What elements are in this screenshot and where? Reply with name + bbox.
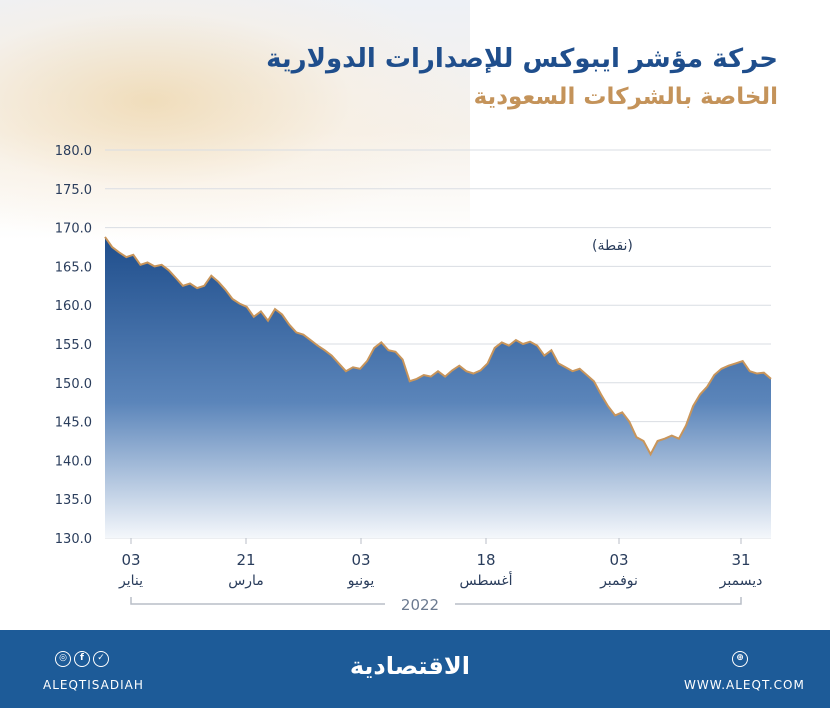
year-bracket: 2022 bbox=[130, 596, 742, 614]
x-tick-day: 21 bbox=[236, 551, 255, 569]
instagram-icon[interactable]: ◎ bbox=[55, 651, 71, 667]
x-tick-month: يونيو bbox=[347, 573, 375, 589]
x-tick-month: نوفمبر bbox=[599, 573, 638, 589]
chart-title: حركة مؤشر ايبوكس للإصدارات الدولارية bbox=[266, 44, 778, 74]
x-tick-month: أغسطس bbox=[459, 571, 512, 589]
x-tick-month: ديسمبر bbox=[719, 573, 763, 589]
x-axis: 03 يناير 21 مارس 03 يونيو 18 أغسطس 03 نوفمبر 31 ديس… bbox=[118, 538, 762, 589]
y-tick-label: 160.0 bbox=[55, 299, 92, 314]
x-tick-day: 18 bbox=[476, 551, 495, 569]
chart: 130.0 135.0 140.0 145.0 150.0 155.0 160.0 165.0… bbox=[55, 144, 772, 614]
year-label: 2022 bbox=[401, 596, 439, 614]
year-bracket-line bbox=[130, 597, 742, 605]
y-tick-label: 145.0 bbox=[55, 416, 92, 431]
y-tick-label: 130.0 bbox=[55, 532, 92, 547]
social-handle[interactable]: ALEQTISADIAH bbox=[43, 678, 144, 692]
y-tick-label: 170.0 bbox=[55, 222, 92, 237]
brand-logo: الاقتصادية bbox=[349, 652, 470, 680]
unit-label: (نقطة) bbox=[592, 238, 633, 254]
y-tick-label: 165.0 bbox=[55, 260, 92, 275]
header-photo bbox=[0, 0, 470, 240]
twitter-icon[interactable]: ✓ bbox=[93, 651, 109, 667]
y-tick-label: 135.0 bbox=[55, 493, 92, 508]
y-tick-label: 175.0 bbox=[55, 183, 92, 198]
y-tick-label: 140.0 bbox=[55, 454, 92, 469]
x-tick-day: 03 bbox=[351, 551, 370, 569]
footer: ◎ f ✓ ALEQTISADIAH الاقتصادية ⊕ WWW.ALEQ… bbox=[0, 630, 830, 708]
x-tick-day: 31 bbox=[731, 551, 750, 569]
area-series bbox=[105, 236, 771, 538]
facebook-icon[interactable]: f bbox=[74, 651, 90, 667]
social-icons: ◎ f ✓ bbox=[55, 651, 109, 667]
y-tick-label: 150.0 bbox=[55, 377, 92, 392]
y-axis: 130.0 135.0 140.0 145.0 150.0 155.0 160.0 165.0… bbox=[55, 144, 92, 547]
y-tick-label: 180.0 bbox=[55, 144, 92, 159]
x-tick-month: يناير bbox=[118, 573, 143, 589]
x-tick-day: 03 bbox=[121, 551, 140, 569]
website-link[interactable]: WWW.ALEQT.COM bbox=[684, 678, 805, 692]
plot-area bbox=[104, 236, 772, 538]
series-line bbox=[104, 236, 772, 457]
y-tick-label: 155.0 bbox=[55, 338, 92, 353]
chart-subtitle: الخاصة بالشركات السعودية bbox=[473, 84, 778, 110]
globe-icon[interactable]: ⊕ bbox=[732, 651, 748, 667]
x-tick-month: مارس bbox=[228, 573, 264, 589]
x-tick-day: 03 bbox=[609, 551, 628, 569]
